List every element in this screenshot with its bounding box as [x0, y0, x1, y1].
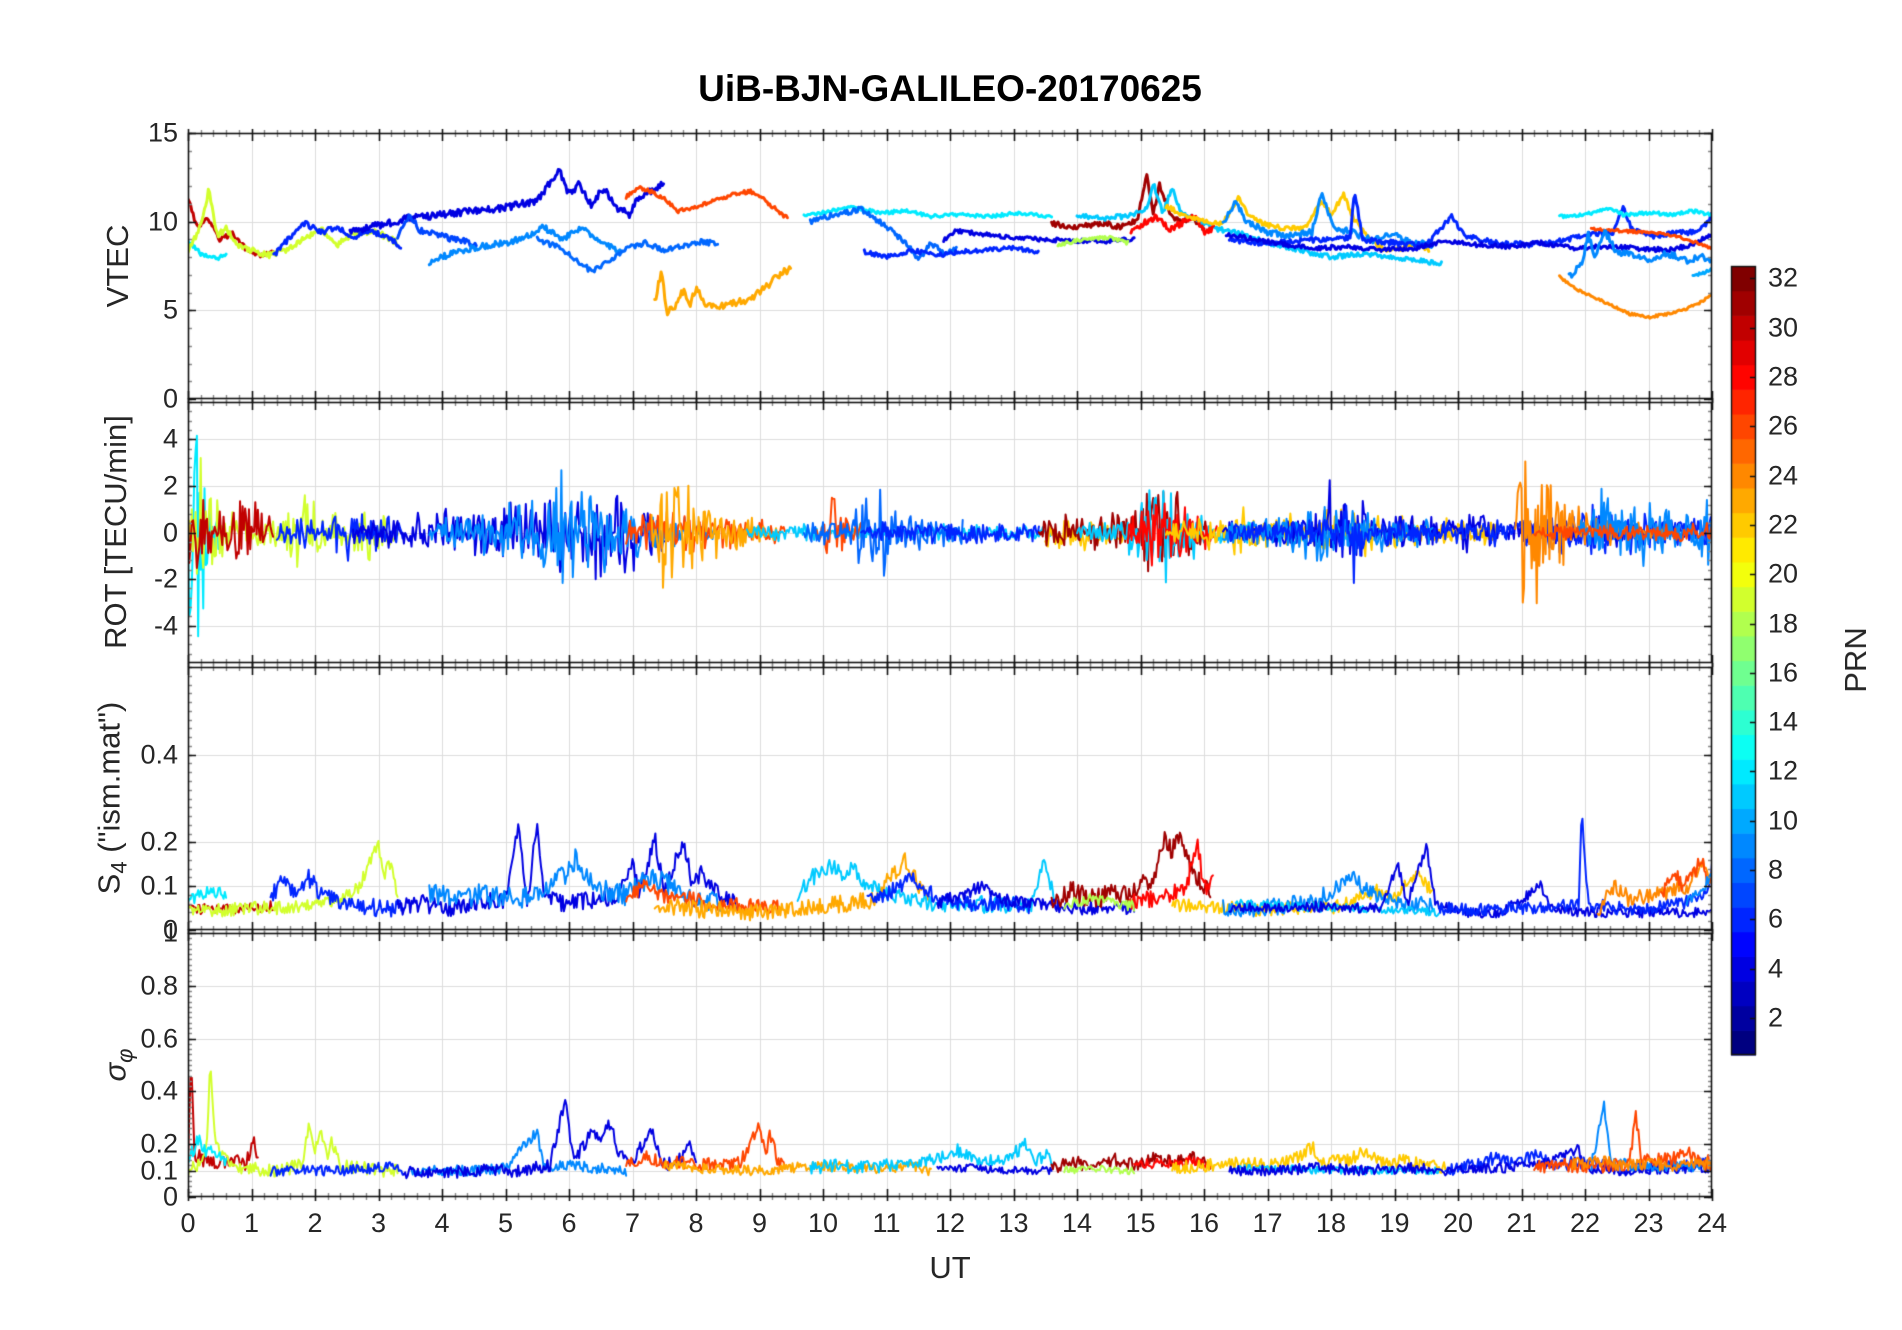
y-tick-label-sigma_phi: 0: [162, 1181, 178, 1212]
colorbar-tick-label: 32: [1768, 262, 1799, 293]
x-tick-label: 21: [1506, 1208, 1537, 1238]
x-tick-label: 24: [1696, 1208, 1728, 1238]
x-tick-label: 10: [807, 1208, 839, 1238]
colorbar-tick-label: 4: [1768, 953, 1784, 984]
colorbar-tick-label: 16: [1768, 657, 1799, 688]
x-tick-label: 4: [434, 1208, 450, 1238]
colorbar-tick-label: 26: [1768, 410, 1799, 441]
colorbar-tick-label: 20: [1768, 558, 1799, 589]
colorbar-tick-label: 8: [1768, 854, 1784, 885]
x-tick-label: 16: [1188, 1208, 1220, 1238]
y-tick-label-S4: 0.4: [140, 739, 178, 770]
x-tick-label: 9: [751, 1208, 768, 1238]
x-tick-label: 15: [1125, 1208, 1156, 1238]
colorbar-label-prn: PRN: [1838, 627, 1873, 693]
colorbar-tick-label: 6: [1768, 903, 1784, 934]
ylabel-sigma-sub: φ: [112, 1048, 138, 1063]
x-tick-label: 23: [1633, 1208, 1664, 1238]
x-tick-label: 3: [370, 1208, 387, 1238]
y-tick-label-sigma_phi: 1: [162, 917, 178, 948]
colorbar-tick-label: 2: [1768, 1002, 1784, 1033]
y-tick-label-VTEC: 15: [147, 117, 178, 148]
y-tick-label-ROT: -4: [153, 610, 178, 641]
colorbar-tick-label: 14: [1768, 706, 1799, 737]
y-tick-label-sigma_phi: 0.8: [140, 970, 178, 1001]
x-tick-label: 1: [243, 1208, 260, 1238]
ylabel-sigma-phi: σφ: [97, 1048, 138, 1081]
x-tick-label: 12: [934, 1208, 966, 1238]
ylabel-s4-rest: ("ism.mat"): [91, 701, 127, 862]
ylabel-rot: ROT [TECU/min]: [98, 415, 134, 649]
y-tick-label-VTEC: 10: [147, 206, 178, 237]
ylabel-vtec: VTEC: [100, 225, 136, 308]
y-tick-label-S4: 0.1: [140, 870, 178, 901]
x-tick-label: 6: [561, 1208, 577, 1238]
x-tick-label: 2: [307, 1208, 323, 1238]
y-tick-label-sigma_phi: 0.4: [140, 1075, 178, 1106]
y-tick-label-S4: 0.2: [140, 826, 178, 857]
x-tick-label: 7: [624, 1208, 641, 1238]
colorbar-tick-label: 12: [1768, 755, 1799, 786]
ylabel-sigma-text: σ: [97, 1062, 133, 1082]
y-tick-label-sigma_phi: 0.6: [140, 1023, 178, 1054]
x-tick-label: 17: [1252, 1208, 1283, 1238]
xlabel-ut: UT: [929, 1250, 971, 1285]
colorbar-tick-label: 22: [1768, 509, 1799, 540]
x-tick-label: 11: [872, 1208, 901, 1238]
ylabel-vtec-text: VTEC: [100, 224, 135, 308]
x-tick-label: 20: [1442, 1208, 1474, 1238]
ylabel-s4-text: S: [91, 873, 127, 895]
y-tick-label-S4: 0: [162, 914, 178, 945]
chart-title: UiB-BJN-GALILEO-20170625: [698, 68, 1202, 109]
x-tick-label: 8: [688, 1208, 704, 1238]
x-tick-label: 22: [1569, 1208, 1601, 1238]
y-tick-label-ROT: 4: [162, 423, 178, 454]
ylabel-s4: S4 ("ism.mat"): [91, 702, 132, 895]
ylabel-rot-text: ROT [TECU/min]: [98, 415, 133, 649]
x-tick-label: 14: [1061, 1208, 1093, 1238]
y-tick-label-ROT: -2: [153, 563, 178, 594]
y-tick-label-sigma_phi: 0.1: [140, 1155, 178, 1186]
ylabel-s4-sub: 4: [106, 861, 132, 874]
colorbar-tick-label: 18: [1768, 608, 1799, 639]
x-tick-label: 19: [1379, 1208, 1410, 1238]
colorbar-tick-label: 30: [1768, 312, 1799, 343]
y-tick-label-sigma_phi: 0.2: [140, 1128, 178, 1159]
x-tick-label: 13: [998, 1208, 1029, 1238]
colorbar-tick-label: 10: [1768, 805, 1799, 836]
y-tick-label-ROT: 0: [162, 517, 178, 547]
colorbar-tick-label: 24: [1768, 460, 1799, 491]
y-tick-label-ROT: 2: [162, 470, 178, 501]
x-tick-label: 5: [497, 1208, 514, 1238]
x-tick-label: 18: [1315, 1208, 1347, 1238]
x-tick-label: 0: [180, 1208, 196, 1238]
y-tick-label-VTEC: 5: [162, 294, 178, 325]
colorbar-tick-label: 28: [1768, 361, 1799, 392]
y-tick-label-VTEC: 0: [162, 383, 178, 414]
